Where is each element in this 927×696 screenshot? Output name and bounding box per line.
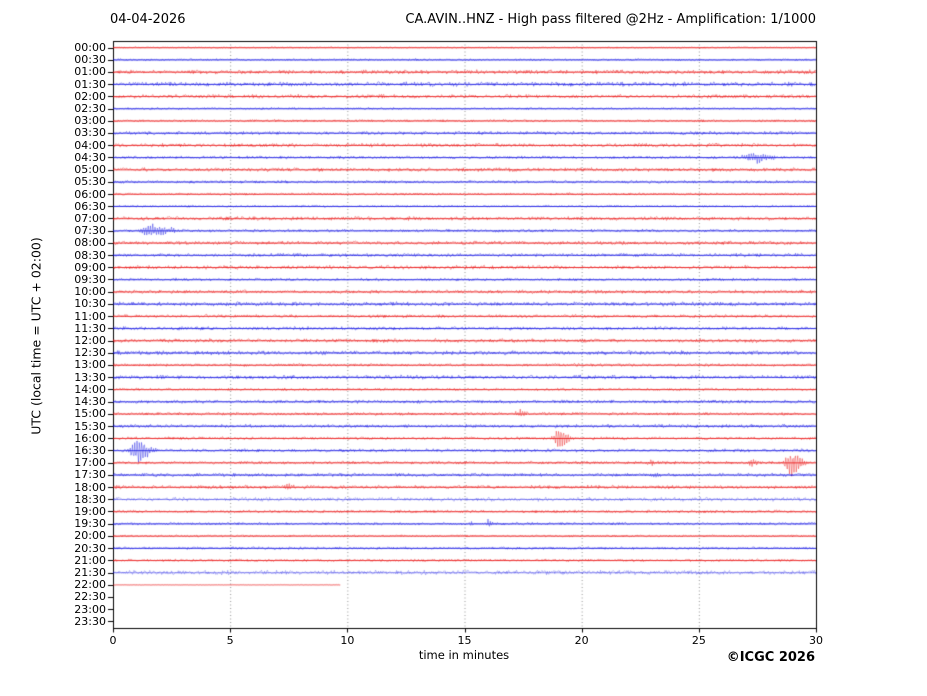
- y-tick-label: 04:00: [74, 138, 106, 152]
- y-tick-label: 10:00: [74, 285, 106, 299]
- y-tick-label: 17:30: [74, 468, 106, 482]
- y-tick-label: 10:30: [74, 297, 106, 311]
- y-tick-label: 21:30: [74, 566, 106, 580]
- y-tick-label: 18:00: [74, 480, 106, 494]
- y-tick-label: 01:00: [74, 65, 106, 79]
- y-tick-label: 08:00: [74, 236, 106, 250]
- x-tick-label: 15: [457, 634, 472, 647]
- x-tick-label: 5: [226, 634, 234, 647]
- x-axis-label: time in minutes: [418, 648, 510, 662]
- copyright-text: ©ICGC 2026: [726, 650, 815, 665]
- y-tick-label: 06:30: [74, 199, 106, 213]
- y-tick-label: 06:00: [74, 187, 106, 201]
- y-tick-label: 14:00: [74, 382, 106, 396]
- y-tick-label: 22:30: [74, 590, 106, 604]
- y-tick-label: 00:00: [74, 41, 106, 54]
- y-tick-label: 14:30: [74, 395, 106, 409]
- y-tick-label: 03:30: [74, 126, 106, 140]
- x-tick-label: 0: [109, 634, 117, 647]
- x-tick-label: 25: [691, 634, 706, 647]
- y-tick-label: 20:30: [74, 541, 106, 555]
- y-tick-label: 05:30: [74, 175, 106, 189]
- y-tick-label: 16:30: [74, 443, 106, 457]
- y-tick-label: 21:00: [74, 553, 106, 567]
- y-tick-label: 13:00: [74, 358, 106, 372]
- y-tick-label: 04:30: [74, 150, 106, 164]
- y-tick-label: 17:00: [74, 456, 106, 470]
- y-tick-label: 02:30: [74, 102, 106, 116]
- y-tick-label: 11:30: [74, 321, 106, 335]
- x-tick-label: 10: [340, 634, 355, 647]
- y-tick-label: 09:30: [74, 272, 106, 286]
- x-tick-label: 20: [574, 634, 589, 647]
- y-tick-label: 18:30: [74, 492, 106, 506]
- y-tick-label: 12:30: [74, 346, 106, 360]
- y-tick-label: 00:30: [74, 53, 106, 67]
- y-tick-label: 12:00: [74, 334, 106, 348]
- y-tick-label: 20:00: [74, 529, 106, 543]
- y-tick-label: 19:00: [74, 504, 106, 518]
- y-tick-label: 19:30: [74, 517, 106, 531]
- y-tick-label: 22:00: [74, 578, 106, 592]
- y-tick-label: 15:30: [74, 419, 106, 433]
- y-tick-label: 16:00: [74, 431, 106, 445]
- y-tick-label: 15:00: [74, 407, 106, 421]
- y-tick-label: 07:30: [74, 224, 106, 238]
- x-tick-label: 30: [809, 634, 823, 647]
- y-tick-label: 07:00: [74, 211, 106, 225]
- y-tick-label: 01:30: [74, 77, 106, 91]
- y-tick-label: 13:30: [74, 370, 106, 384]
- y-tick-label: 08:30: [74, 248, 106, 262]
- y-tick-label: 23:00: [74, 602, 106, 616]
- y-tick-label: 09:00: [74, 260, 106, 274]
- y-tick-label: 02:00: [74, 89, 106, 103]
- y-tick-label: 23:30: [74, 614, 106, 628]
- y-tick-label: 05:00: [74, 163, 106, 177]
- y-tick-label: 11:00: [74, 309, 106, 323]
- y-axis-label: UTC (local time = UTC + 02:00): [28, 237, 44, 435]
- y-tick-label: 03:00: [74, 114, 106, 128]
